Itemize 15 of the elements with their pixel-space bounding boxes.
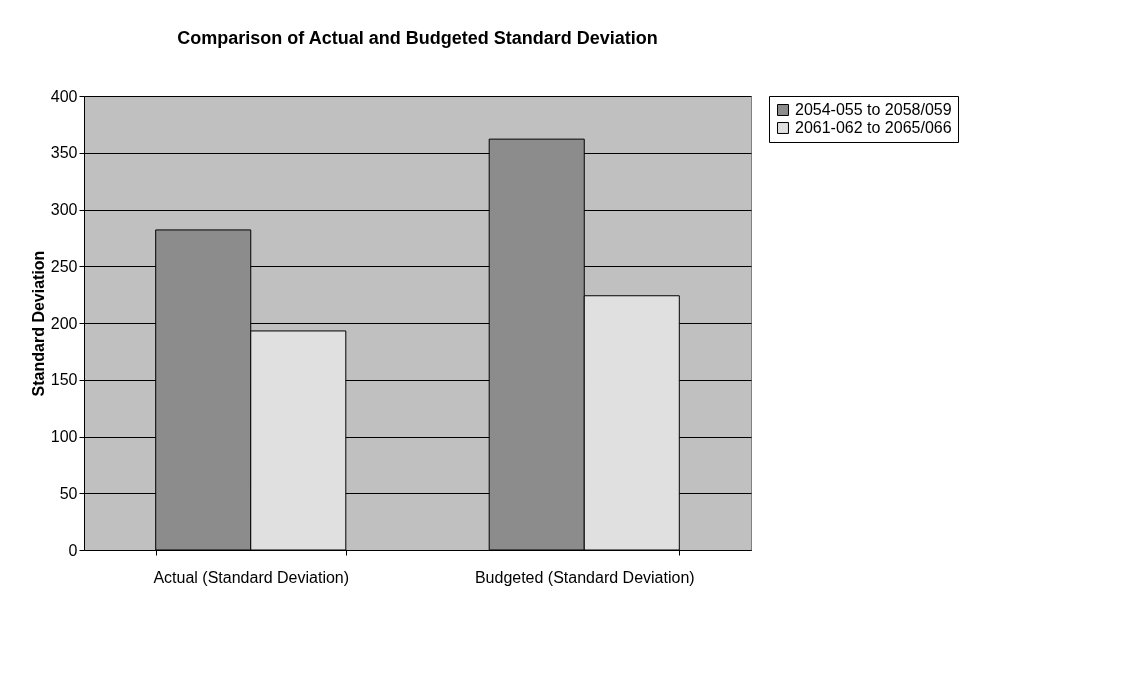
legend-label: 2054-055 to 2058/059	[795, 101, 952, 118]
y-tick-label: 400	[50, 87, 78, 105]
chart-title: Comparison of Actual and Budgeted Standard Deviation	[177, 28, 658, 48]
y-tick-label: 150	[50, 371, 78, 389]
y-tick-label: 0	[68, 541, 78, 559]
y-tick-label: 50	[59, 484, 78, 502]
y-tick-label: 200	[50, 314, 78, 332]
y-axis-title: Standard Deviation	[29, 250, 47, 397]
y-tick-label: 250	[50, 257, 78, 275]
x-tick-label: Budgeted (Standard Deviation)	[474, 568, 695, 586]
y-tick-label: 100	[50, 428, 78, 445]
y-tick-label: 350	[50, 144, 78, 162]
x-tick-label: Actual (Standard Deviation)	[153, 568, 350, 586]
y-tick-label: 300	[50, 201, 78, 218]
legend-label: 2061-062 to 2065/066	[795, 119, 952, 136]
